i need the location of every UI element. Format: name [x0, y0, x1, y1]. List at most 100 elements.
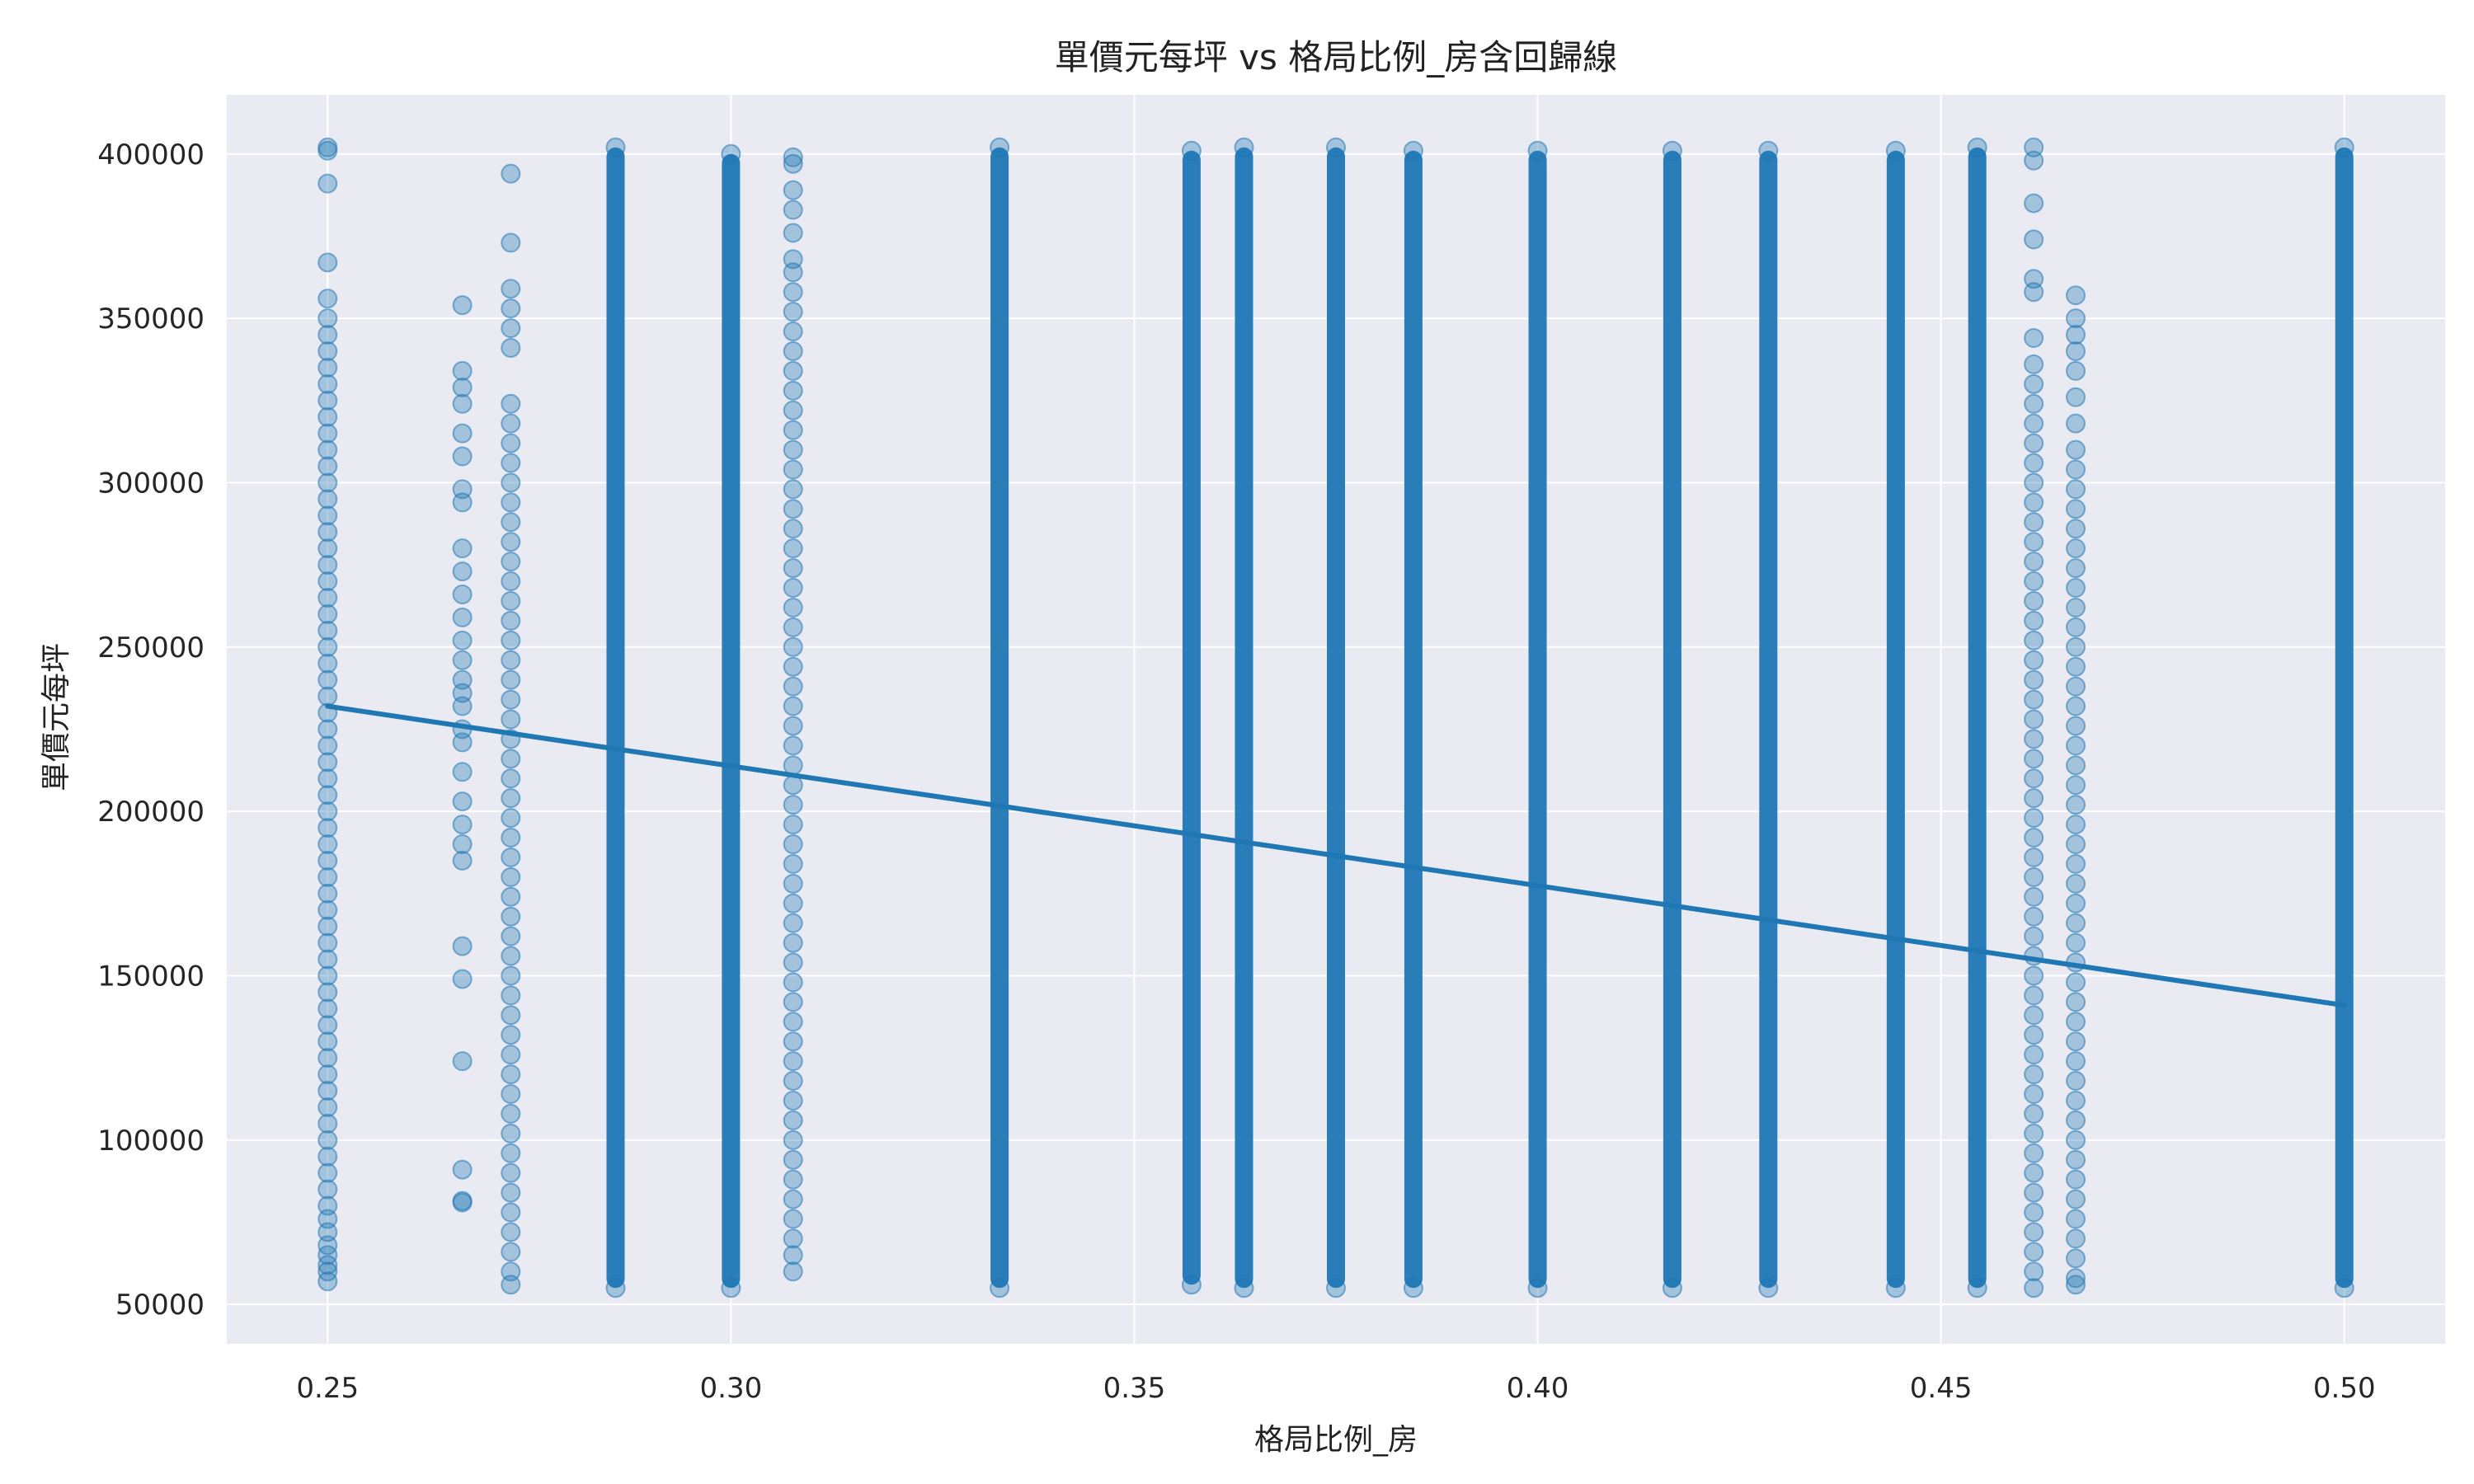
- scatter-point: [2024, 354, 2044, 374]
- scatter-point: [783, 439, 803, 460]
- scatter-point: [2065, 413, 2086, 434]
- scatter-point: [317, 406, 338, 427]
- scatter-point: [1758, 140, 1779, 161]
- scatter-point: [1662, 140, 1682, 161]
- scatter-point: [2024, 650, 2044, 670]
- scatter-point: [317, 1031, 338, 1052]
- scatter-point: [317, 982, 338, 1003]
- scatter-point: [783, 1149, 803, 1170]
- x-tick-label: 0.25: [296, 1372, 359, 1405]
- scatter-point: [501, 749, 521, 769]
- scatter-point: [501, 453, 521, 473]
- scatter-point: [317, 1195, 338, 1216]
- scatter-point: [317, 308, 338, 329]
- scatter-point: [452, 479, 473, 500]
- scatter-point: [783, 1031, 803, 1052]
- scatter-point: [501, 590, 521, 611]
- scatter-point: [2065, 873, 2086, 894]
- scatter-point: [783, 302, 803, 322]
- scatter-point: [501, 1242, 521, 1262]
- scatter-point: [317, 768, 338, 789]
- scatter-point: [501, 552, 521, 572]
- scatter-point: [501, 1025, 521, 1045]
- scatter-point: [317, 1064, 338, 1085]
- scatter-point: [501, 906, 521, 927]
- scatter-point: [317, 785, 338, 805]
- scatter-point: [452, 650, 473, 670]
- scatter-point: [2024, 1182, 2044, 1203]
- y-tick-label: 150000: [97, 960, 205, 993]
- scatter-point: [783, 676, 803, 697]
- scatter-point: [2024, 328, 2044, 349]
- scatter-point: [783, 1261, 803, 1282]
- scatter-point: [2065, 735, 2086, 756]
- scatter-point: [501, 866, 521, 887]
- scatter-point: [317, 489, 338, 510]
- scatter-point: [783, 656, 803, 677]
- scatter-point: [452, 377, 473, 397]
- scatter-point: [2065, 775, 2086, 796]
- scatter-point: [1967, 137, 1987, 157]
- scatter-point: [783, 735, 803, 756]
- scatter-point: [1885, 140, 1906, 161]
- scatter-point: [783, 834, 803, 854]
- scatter-point: [317, 932, 338, 953]
- scatter-point: [2024, 866, 2044, 887]
- scatter-point: [452, 815, 473, 835]
- scatter-point: [2065, 558, 2086, 579]
- dense-point-column: [2335, 147, 2354, 1289]
- scatter-point: [2065, 932, 2086, 953]
- scatter-point: [317, 538, 338, 559]
- scatter-point: [317, 252, 338, 273]
- scatter-point: [2065, 1209, 2086, 1229]
- scatter-point: [2065, 285, 2086, 306]
- scatter-point: [783, 617, 803, 637]
- scatter-point: [2065, 387, 2086, 407]
- scatter-point: [452, 538, 473, 559]
- scatter-point: [1181, 140, 1202, 161]
- scatter-point: [317, 669, 338, 690]
- y-tick-label: 100000: [97, 1125, 205, 1158]
- scatter-point: [501, 472, 521, 493]
- scatter-point: [501, 279, 521, 299]
- scatter-point: [501, 1084, 521, 1104]
- dense-point-column: [1404, 150, 1423, 1289]
- scatter-point: [317, 686, 338, 707]
- scatter-point: [605, 137, 626, 157]
- scatter-point: [1527, 1278, 1548, 1298]
- scatter-point: [783, 853, 803, 874]
- scatter-point: [2065, 893, 2086, 913]
- scatter-point: [783, 578, 803, 599]
- scatter-point: [317, 1146, 338, 1167]
- scatter-point: [1758, 1278, 1779, 1298]
- scatter-point: [501, 298, 521, 319]
- scatter-point: [501, 413, 521, 434]
- scatter-point: [721, 143, 741, 164]
- scatter-point: [452, 969, 473, 989]
- scatter-point: [317, 357, 338, 378]
- scatter-point: [2065, 439, 2086, 460]
- scatter-point: [2024, 729, 2044, 749]
- scatter-point: [2065, 1268, 2086, 1289]
- scatter-point: [501, 492, 521, 513]
- scatter-point: [1326, 1278, 1346, 1298]
- scatter-point: [2024, 847, 2044, 867]
- scatter-point: [2065, 676, 2086, 697]
- scatter-point: [317, 1081, 338, 1101]
- scatter-point: [501, 689, 521, 710]
- scatter-point: [783, 200, 803, 220]
- scatter-point: [783, 893, 803, 913]
- scatter-point: [2024, 1143, 2044, 1163]
- scatter-point: [783, 992, 803, 1012]
- scatter-point: [2024, 749, 2044, 769]
- scatter-point: [783, 380, 803, 401]
- scatter-point: [2024, 433, 2044, 453]
- scatter-point: [317, 390, 338, 411]
- scatter-point: [2065, 696, 2086, 716]
- scatter-point: [1967, 1278, 1987, 1298]
- scatter-point: [317, 883, 338, 904]
- scatter-point: [452, 446, 473, 467]
- scatter-point: [317, 423, 338, 444]
- scatter-point: [2065, 538, 2086, 559]
